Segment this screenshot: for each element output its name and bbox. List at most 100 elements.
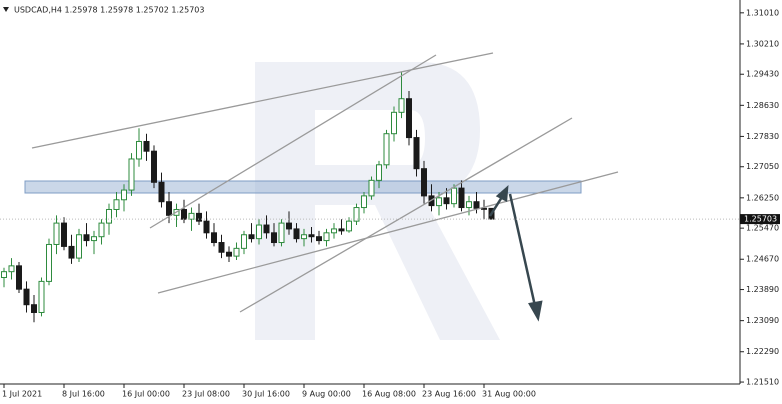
x-tick-label: 9 Aug 00:00 <box>302 390 351 399</box>
candle-body <box>413 137 420 170</box>
title-arrow <box>3 7 9 12</box>
x-tick-label: 16 Aug 08:00 <box>362 390 416 399</box>
x-tick-label: 1 Jul 2021 <box>2 390 42 399</box>
arrow-up <box>488 196 504 217</box>
watermark <box>255 62 500 340</box>
arrow-down <box>508 193 537 307</box>
candle-body <box>136 140 142 160</box>
candle-body <box>391 111 397 135</box>
candle-body <box>361 195 367 209</box>
candle-body <box>241 234 247 249</box>
candle-body <box>181 208 187 220</box>
x-tick-label: 23 Jul 08:00 <box>182 390 230 399</box>
y-tick-label: 1.24670 <box>746 255 779 264</box>
candle-body <box>233 247 240 257</box>
candle-body <box>271 232 277 244</box>
resistance-band <box>24 180 582 194</box>
candle-body <box>353 207 360 222</box>
arrow-head <box>495 184 509 202</box>
y-tick-label: 1.27050 <box>746 162 779 171</box>
y-tick-label: 1.28630 <box>746 101 779 110</box>
candle-body <box>226 251 232 257</box>
candle-body <box>376 164 382 181</box>
candle-body <box>23 288 30 306</box>
x-tick-label: 30 Jul 16:00 <box>242 390 290 399</box>
arrow-head <box>528 300 543 322</box>
candle-body <box>188 212 195 220</box>
candle-body <box>406 98 412 139</box>
trend-line <box>149 54 437 229</box>
candle-body <box>46 243 52 282</box>
candle-body <box>248 234 255 240</box>
candle-body <box>31 304 37 313</box>
candle-body <box>451 187 457 205</box>
x-tick-label: 16 Jul 00:00 <box>122 390 170 399</box>
candle-body <box>91 236 97 242</box>
y-tick-label: 1.31010 <box>746 8 779 17</box>
last-price-box <box>740 214 780 225</box>
y-tick-label: 1.23090 <box>746 316 779 325</box>
candle-body <box>106 208 112 224</box>
candle-body <box>203 220 210 234</box>
candle-body <box>68 245 75 259</box>
x-tick-label: 8 Jul 16:00 <box>62 390 105 399</box>
candle-body <box>338 228 345 232</box>
candle-body <box>61 222 67 247</box>
candle-body <box>436 197 442 207</box>
candle-body <box>83 234 90 242</box>
y-tick-label: 1.22290 <box>746 347 779 356</box>
forecast-arrows <box>488 184 543 322</box>
trend-line <box>157 171 619 294</box>
candle-body <box>263 224 270 234</box>
candle-body <box>473 201 480 209</box>
trend-line <box>31 52 494 149</box>
candle-body <box>331 228 337 234</box>
x-tick-label: 23 Aug 16:00 <box>422 390 476 399</box>
y-tick-label: 1.30210 <box>746 39 779 48</box>
candle-body <box>8 265 15 273</box>
candle-body <box>196 212 202 222</box>
candle-body <box>128 158 135 191</box>
x-tick-label: 31 Aug 00:00 <box>482 390 536 399</box>
candle-body <box>301 234 307 240</box>
candle-body <box>316 236 322 242</box>
candle-body <box>158 181 165 203</box>
candle-body <box>286 222 292 230</box>
candle-body <box>166 201 172 216</box>
candle-body <box>398 98 405 113</box>
y-tick-label: 1.27830 <box>746 132 779 141</box>
candle-body <box>278 222 285 244</box>
candle-body <box>346 220 352 232</box>
candle-body <box>143 140 150 152</box>
candle-body <box>293 228 300 240</box>
candle-body <box>323 232 330 242</box>
candle-body <box>151 150 157 183</box>
candle-body <box>16 265 22 290</box>
candle-body <box>308 234 315 238</box>
last-price-label: 1.25703 <box>744 215 777 224</box>
candle-body <box>218 242 225 253</box>
candle-body <box>98 222 105 238</box>
candle-body <box>443 197 450 205</box>
candle-body <box>368 179 375 197</box>
candle-body <box>53 222 60 245</box>
candle-body <box>76 234 82 259</box>
candle-body <box>466 201 472 209</box>
candle-body <box>383 133 390 166</box>
candle-body <box>38 280 45 313</box>
candle-body <box>421 168 427 197</box>
y-tick-label: 1.29430 <box>746 70 779 79</box>
candle-body <box>211 232 217 244</box>
trend-line <box>239 117 573 313</box>
y-tick-label: 1.23890 <box>746 285 779 294</box>
y-tick-label: 1.26250 <box>746 193 779 202</box>
candle-body <box>113 199 120 210</box>
chart-title: USDCAD,H4 1.25978 1.25978 1.25702 1.2570… <box>14 6 204 15</box>
candle-body <box>1 271 7 279</box>
y-tick-label: 1.25470 <box>746 224 779 233</box>
trend-lines <box>31 52 619 313</box>
candle-body <box>458 187 465 209</box>
candle-body <box>256 224 262 240</box>
